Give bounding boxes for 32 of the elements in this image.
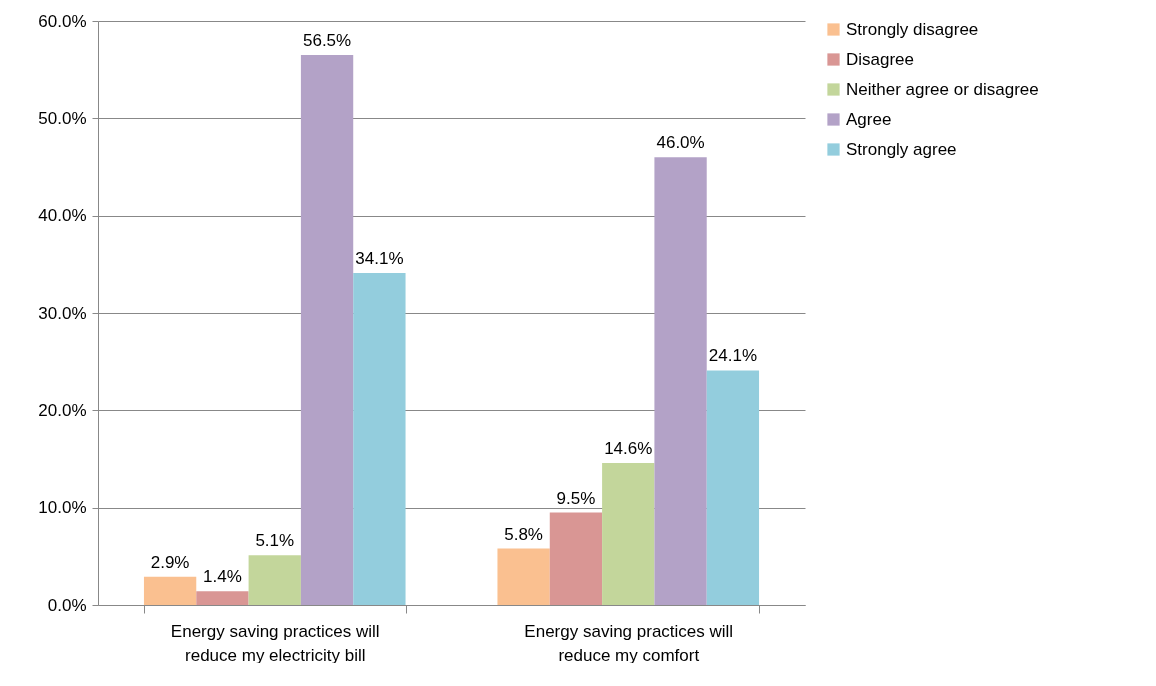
data-label: 34.1% [355, 249, 404, 269]
data-label: 14.6% [604, 438, 653, 458]
data-label: 9.5% [556, 488, 596, 508]
bar [602, 462, 655, 605]
y-tick-label: 10.0% [38, 498, 87, 518]
data-label: 1.4% [203, 567, 242, 587]
legend-label: Neither agree or disagree [846, 79, 1039, 99]
legend-label: Agree [846, 109, 892, 129]
y-tick-label: 50.0% [38, 108, 87, 128]
legend-label: Strongly agree [846, 139, 957, 159]
data-label: 5.1% [255, 531, 295, 551]
y-tick-label: 60.0% [38, 11, 87, 31]
bar [497, 548, 550, 605]
y-tick-label: 20.0% [38, 400, 87, 420]
data-label: 5.8% [504, 524, 543, 544]
bar [706, 370, 760, 605]
data-label: 56.5% [302, 31, 352, 51]
bar [353, 273, 406, 605]
data-label: 24.1% [708, 346, 757, 366]
bar [143, 576, 197, 605]
bar [300, 55, 354, 605]
bar [196, 591, 249, 605]
data-label: 2.9% [150, 552, 190, 572]
y-tick-label: 40.0% [38, 206, 87, 226]
y-tick-label: 0.0% [47, 595, 87, 615]
legend-label: Strongly disagree [846, 19, 979, 39]
data-label: 46.0% [656, 133, 705, 153]
y-tick-label: 30.0% [38, 303, 87, 323]
bar [248, 555, 301, 605]
legend-label: Disagree [846, 49, 915, 69]
bar [654, 157, 707, 605]
bar [549, 512, 603, 605]
